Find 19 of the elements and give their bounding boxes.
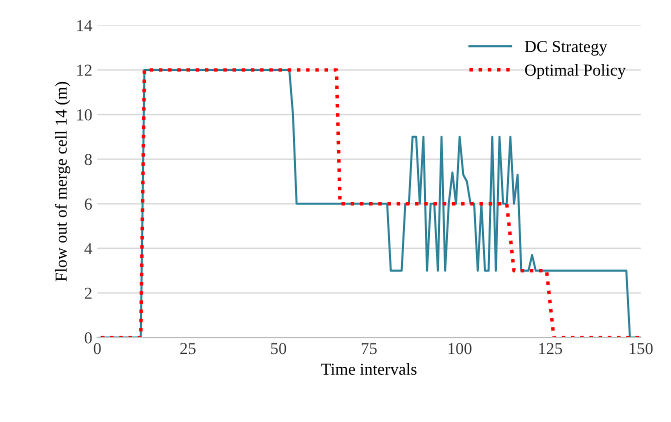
- y-tick-label: 14: [77, 20, 92, 32]
- y-tick-label: 4: [84, 243, 92, 254]
- x-tick-label: 25: [180, 342, 196, 354]
- y-tick-label: 10: [77, 109, 92, 120]
- legend-label: DC Strategy: [524, 40, 608, 56]
- y-tick-label: 12: [77, 64, 92, 76]
- x-tick-label: 150: [630, 342, 653, 354]
- x-tick-label: 0: [94, 342, 101, 354]
- x-tick-label: 125: [539, 342, 562, 354]
- legend-label: Optimal Policy: [525, 64, 626, 80]
- x-tick-label: 50: [271, 342, 286, 354]
- y-tick-label: 0: [84, 332, 92, 344]
- y-axis-title: Flow out of merge cell 14 (m): [54, 82, 70, 282]
- x-tick-label: 75: [362, 343, 377, 354]
- x-tick-label: 100: [448, 342, 472, 354]
- y-tick-label: 2: [84, 288, 92, 299]
- y-tick-label: 8: [84, 154, 92, 166]
- y-tick-label: 6: [84, 198, 92, 210]
- x-axis-title: Time intervals: [321, 363, 417, 375]
